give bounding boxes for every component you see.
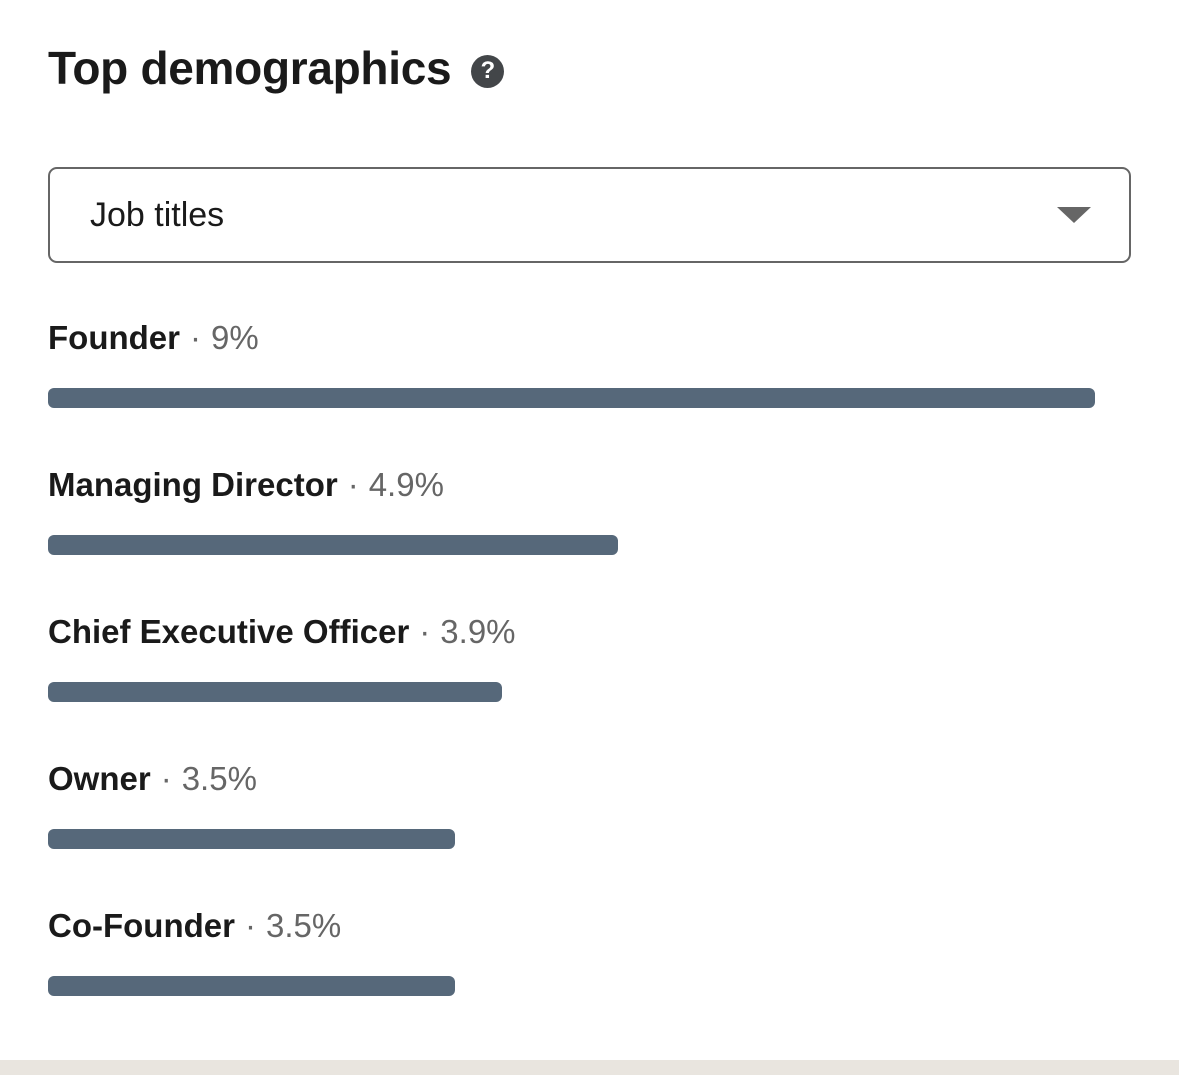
demographic-label: Owner · 3.5% [48, 759, 1131, 799]
bar-track [48, 976, 1095, 996]
demographic-percent: 3.5% [265, 907, 342, 944]
demographic-name: Chief Executive Officer [48, 613, 410, 650]
demographic-row: Founder · 9% [48, 318, 1131, 408]
bar-fill [48, 829, 456, 849]
bar-track [48, 829, 1095, 849]
demographic-percent: 4.9% [368, 466, 444, 503]
page-background-strip [0, 1060, 1179, 1075]
separator-dot: · [347, 466, 359, 503]
bar-fill [48, 682, 502, 702]
demographics-filter-dropdown[interactable]: Job titles [48, 167, 1131, 263]
demographic-label: Chief Executive Officer · 3.9% [48, 612, 1131, 652]
demographic-name: Owner [48, 760, 151, 797]
demographic-row: Chief Executive Officer · 3.9% [48, 612, 1131, 702]
help-icon[interactable]: ? [471, 54, 505, 88]
bar-track [48, 682, 1095, 702]
separator-dot: · [160, 760, 172, 797]
separator-dot: · [244, 907, 256, 944]
demographic-label: Founder · 9% [48, 318, 1131, 358]
card-header: Top demographics ? [48, 0, 1131, 96]
demographic-label: Co-Founder · 3.5% [48, 906, 1131, 946]
separator-dot: · [419, 613, 431, 650]
demographic-row: Managing Director · 4.9% [48, 465, 1131, 555]
demographic-percent: 3.5% [181, 760, 257, 797]
bar-fill [48, 976, 456, 996]
bar-track [48, 535, 1095, 555]
bar-fill [48, 535, 619, 555]
demographic-row: Co-Founder · 3.5% [48, 906, 1131, 996]
demographic-name: Co-Founder [48, 907, 235, 944]
caret-down-icon [1057, 207, 1091, 223]
bar-fill [48, 388, 1095, 408]
demographic-name: Founder [48, 319, 180, 356]
top-demographics-card: Top demographics ? Job titles Founder · 9%… [48, 0, 1131, 996]
demographics-bar-list: Founder · 9% Managing Director · 4.9% Chief … [48, 318, 1131, 996]
bar-track [48, 388, 1095, 408]
separator-dot: · [189, 319, 201, 356]
demographic-name: Managing Director [48, 466, 338, 503]
demographic-percent: 9% [210, 319, 259, 356]
demographic-label: Managing Director · 4.9% [48, 465, 1131, 505]
demographic-row: Owner · 3.5% [48, 759, 1131, 849]
demographic-percent: 3.9% [440, 613, 516, 650]
dropdown-selected-value: Job titles [90, 195, 225, 234]
page-title: Top demographics [48, 42, 452, 94]
